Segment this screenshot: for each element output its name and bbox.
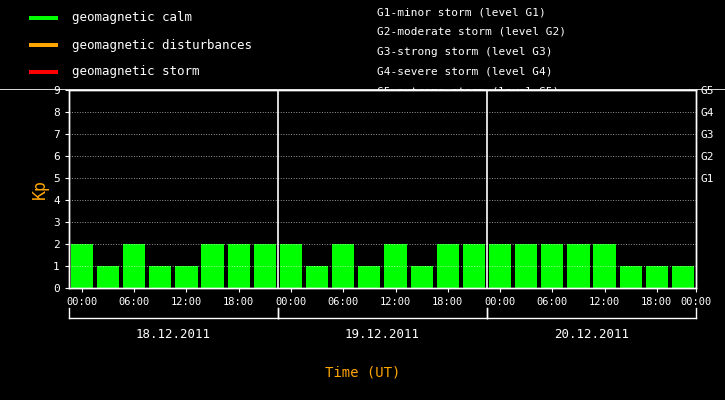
Bar: [29, 16, 58, 20]
Bar: [280, 244, 302, 288]
Text: G4-severe storm (level G4): G4-severe storm (level G4): [377, 67, 552, 77]
Bar: [646, 266, 668, 288]
Text: Time (UT): Time (UT): [325, 365, 400, 379]
Bar: [29, 43, 58, 47]
Bar: [672, 266, 694, 288]
Bar: [541, 244, 563, 288]
Text: G3-strong storm (level G3): G3-strong storm (level G3): [377, 47, 552, 57]
Bar: [515, 244, 537, 288]
Bar: [29, 70, 58, 74]
Bar: [202, 244, 224, 288]
Bar: [384, 244, 407, 288]
Text: 20.12.2011: 20.12.2011: [554, 328, 629, 340]
Text: geomagnetic disturbances: geomagnetic disturbances: [72, 38, 252, 52]
Text: 18.12.2011: 18.12.2011: [136, 328, 211, 340]
Bar: [358, 266, 381, 288]
Bar: [175, 266, 198, 288]
Text: geomagnetic storm: geomagnetic storm: [72, 66, 200, 78]
Bar: [123, 244, 145, 288]
Bar: [410, 266, 433, 288]
Text: G5-extreme storm (level G5): G5-extreme storm (level G5): [377, 86, 559, 96]
Text: 19.12.2011: 19.12.2011: [345, 328, 420, 340]
Bar: [567, 244, 589, 288]
Bar: [620, 266, 642, 288]
Text: G2-moderate storm (level G2): G2-moderate storm (level G2): [377, 27, 566, 37]
Bar: [594, 244, 616, 288]
Bar: [489, 244, 511, 288]
Bar: [436, 244, 459, 288]
Text: geomagnetic calm: geomagnetic calm: [72, 12, 193, 24]
Bar: [332, 244, 355, 288]
Bar: [149, 266, 171, 288]
Bar: [306, 266, 328, 288]
Bar: [97, 266, 119, 288]
Y-axis label: Kp: Kp: [31, 179, 49, 199]
Bar: [71, 244, 93, 288]
Bar: [463, 244, 485, 288]
Bar: [228, 244, 250, 288]
Text: G1-minor storm (level G1): G1-minor storm (level G1): [377, 7, 546, 17]
Bar: [254, 244, 276, 288]
